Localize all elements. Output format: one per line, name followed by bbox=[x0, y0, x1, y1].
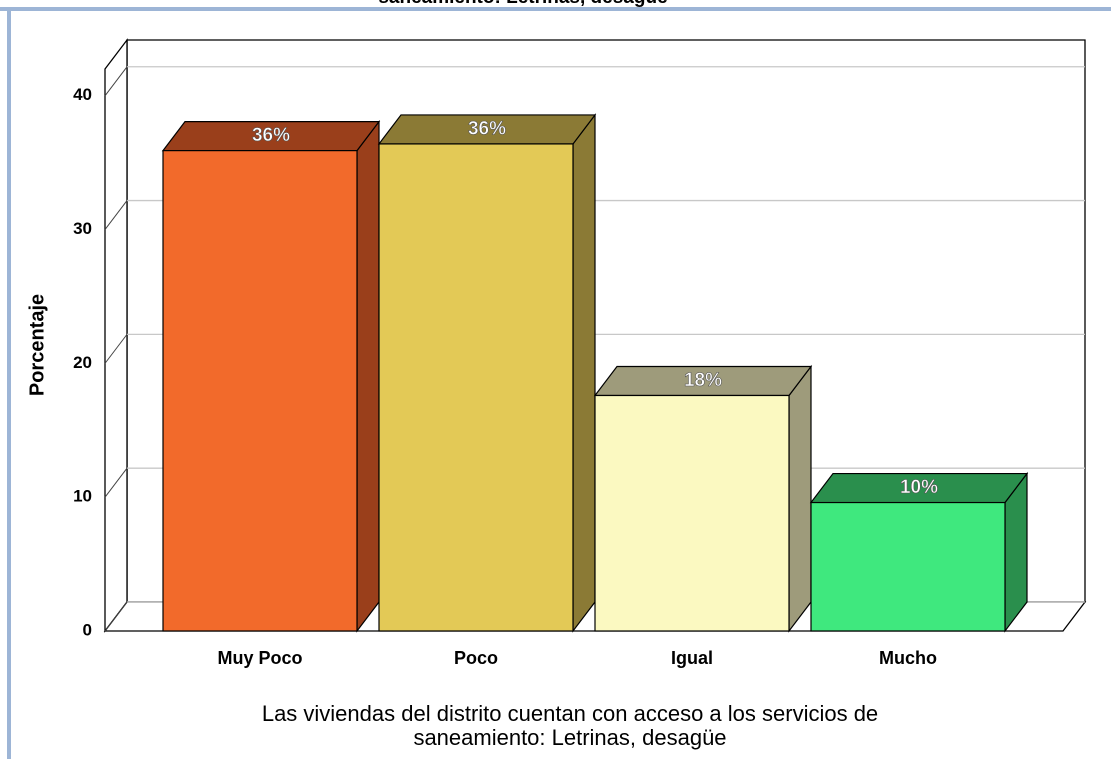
x-axis-title: Las viviendas del distrito cuentan con a… bbox=[262, 701, 878, 726]
bar bbox=[378, 143, 574, 632]
grid-line bbox=[104, 200, 128, 230]
grid-line bbox=[104, 467, 128, 498]
grid-line bbox=[104, 334, 128, 364]
bar bbox=[162, 150, 358, 632]
chart-title: saneamiento: Letrinas, desagüe bbox=[378, 0, 667, 8]
y-axis-title: Porcentaje bbox=[26, 294, 48, 396]
x-tick-label: Mucho bbox=[879, 648, 937, 668]
bar-side bbox=[788, 364, 812, 633]
bar-side bbox=[356, 119, 380, 633]
y-tick-label: 30 bbox=[73, 219, 92, 238]
value-label: 18% bbox=[684, 370, 722, 391]
x-tick-label: Poco bbox=[454, 648, 498, 668]
value-label: 10% bbox=[900, 477, 938, 498]
y-tick-label: 10 bbox=[73, 487, 92, 506]
x-tick-label: Igual bbox=[671, 648, 713, 668]
grid-line bbox=[104, 66, 128, 97]
value-label: 36% bbox=[252, 125, 290, 146]
grid-line bbox=[104, 601, 128, 632]
y-tick-label: 40 bbox=[73, 85, 92, 104]
bar bbox=[594, 394, 790, 632]
value-label: 36% bbox=[468, 118, 506, 139]
bar-side bbox=[572, 113, 596, 633]
bar bbox=[810, 501, 1006, 632]
x-axis-title: saneamiento: Letrinas, desagüe bbox=[413, 725, 726, 750]
y-tick-label: 20 bbox=[73, 353, 92, 372]
left-wall bbox=[104, 38, 128, 633]
x-tick-label: Muy Poco bbox=[217, 648, 302, 668]
y-tick-label: 0 bbox=[83, 620, 92, 639]
